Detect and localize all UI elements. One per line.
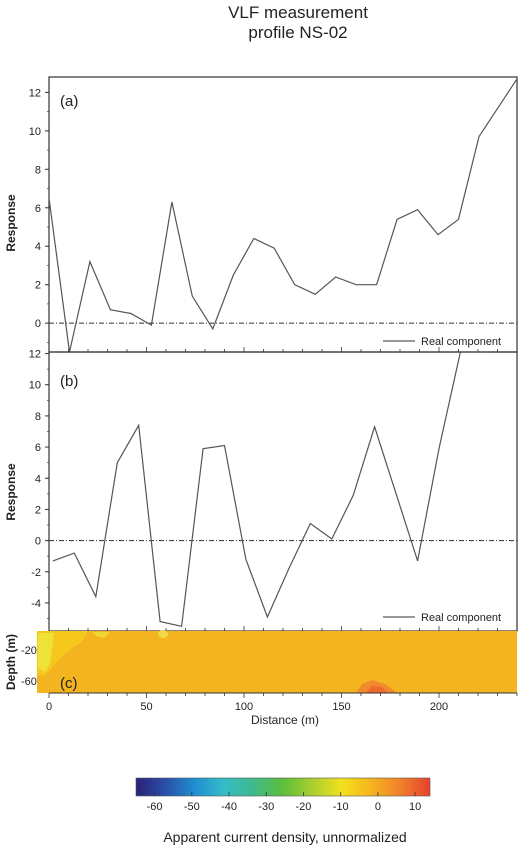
panel-a-ytick-label: 6 <box>35 203 41 215</box>
panel-a-yticks: 0 2 4 6 8 10 12 <box>29 87 49 343</box>
panel-a-label: (a) <box>60 93 78 110</box>
panel-a: (a) Response 0 2 4 6 8 10 12 Real component <box>4 76 518 353</box>
panel-a-ytick-label: 4 <box>35 241 41 253</box>
colorbar-tick-label: -20 <box>296 801 312 813</box>
panel-a-real-component-line <box>48 78 518 353</box>
panel-b-ytick-label: 8 <box>35 411 41 423</box>
panel-b-ytick-label: -2 <box>31 567 41 579</box>
colorbar-gradient <box>135 777 431 797</box>
colorbar-label: Apparent current density, unnormalized <box>163 829 406 845</box>
panel-c-xlabel: Distance (m) <box>251 713 319 727</box>
panel-b-ytick-label: 0 <box>35 536 41 548</box>
colorbar-tick-label: 10 <box>409 801 421 813</box>
panel-b-ytick-label: -4 <box>31 598 41 610</box>
panel-a-ytick-label: 12 <box>29 87 41 99</box>
panel-a-ytick-label: 10 <box>29 126 41 138</box>
colorbar-tick-label: -30 <box>258 801 274 813</box>
panel-c-label: (c) <box>60 675 78 692</box>
panel-c: (c) Depth (m) -20 -60 0 50 100 150 200 Dista… <box>4 630 518 727</box>
heatmap-small-yellow-anomaly <box>92 632 110 638</box>
panel-b-ytick-label: 12 <box>29 349 41 361</box>
panel-b-real-component-line <box>52 351 482 628</box>
panel-b-ytick-label: 10 <box>29 380 41 392</box>
panel-c-xtick-label: 100 <box>235 701 253 713</box>
panel-b-legend-label: Real component <box>421 612 501 624</box>
panel-c-xtick-label: 0 <box>46 701 52 713</box>
panel-c-ylabel: Depth (m) <box>4 634 18 690</box>
heatmap-light-yellow-anomaly <box>158 630 168 638</box>
colorbar-ticks: -60 -50 -40 -30 -20 -10 0 10 <box>147 792 421 813</box>
panel-c-xtick-label: 200 <box>430 701 448 713</box>
panel-b-yticks: -4 -2 0 2 4 6 8 10 12 <box>29 349 49 619</box>
colorbar-tick-label: -50 <box>184 801 200 813</box>
panel-c-ytick-60: -60 <box>21 676 37 688</box>
heatmap-yellow-anomaly <box>38 633 54 672</box>
panel-b-ytick-label: 4 <box>35 473 41 485</box>
panel-a-ytick-label: 0 <box>35 318 41 330</box>
panel-c-xtick-label: 150 <box>332 701 350 713</box>
panel-b-xtickmarks <box>48 626 518 631</box>
panel-a-legend-label: Real component <box>421 336 501 348</box>
panel-b-frame <box>48 351 518 632</box>
colorbar-tick-label: -40 <box>221 801 237 813</box>
panel-b-ytick-label: 2 <box>35 504 41 516</box>
chart-title-line-1: VLF measurement <box>228 3 368 22</box>
panel-b-ytick-label: 6 <box>35 442 41 454</box>
colorbar: -60 -50 -40 -30 -20 -10 0 10 Apparent current d… <box>135 777 431 845</box>
panel-c-xticks: 0 50 100 150 200 <box>46 693 518 713</box>
panel-a-ylabel: Response <box>4 194 18 252</box>
panel-b: (b) Response -4 -2 0 2 4 6 8 10 12 Real componen… <box>4 349 518 632</box>
colorbar-tick-label: 0 <box>375 801 381 813</box>
heatmap-red-orange-core <box>366 686 388 693</box>
panel-a-ytick-label: 2 <box>35 280 41 292</box>
panel-c-xtick-label: 50 <box>140 701 152 713</box>
panel-b-label: (b) <box>60 373 78 390</box>
heatmap-background <box>37 631 517 693</box>
colorbar-tick-label: -60 <box>147 801 163 813</box>
panel-a-ytick-label: 8 <box>35 164 41 176</box>
chart-title-line-2: profile NS-02 <box>248 23 347 42</box>
colorbar-tick-label: -10 <box>333 801 349 813</box>
panel-c-ytick-20: -20 <box>21 645 37 657</box>
panel-b-ylabel: Response <box>4 463 18 521</box>
